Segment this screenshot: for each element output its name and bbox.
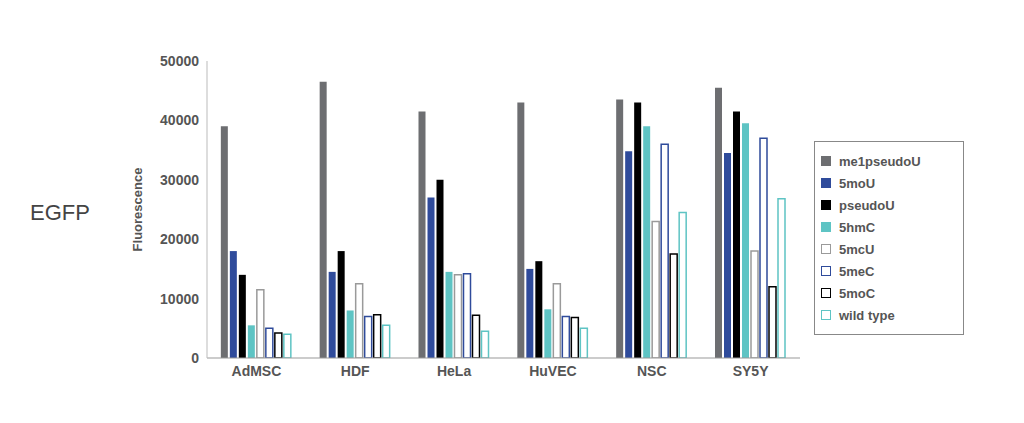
- html-text:pseudoU: pseudoU: [839, 197, 895, 213]
- html-text:wild type: wild type: [839, 307, 895, 323]
- html-text:EGFP: EGFP: [30, 200, 90, 225]
- svg-text:20000: 20000: [160, 231, 199, 247]
- svg-text:0: 0: [191, 350, 199, 366]
- html-text:5mcU: 5mcU: [839, 241, 875, 257]
- svg-text:Fluorescence: Fluorescence: [130, 168, 145, 252]
- svg-text:HeLa: HeLa: [437, 363, 471, 379]
- svg-text:30000: 30000: [160, 172, 199, 188]
- html-text:5hmC: 5hmC: [839, 219, 876, 235]
- svg-text:HDF: HDF: [341, 363, 370, 379]
- svg-text:40000: 40000: [160, 112, 199, 128]
- svg-text:SY5Y: SY5Y: [733, 363, 769, 379]
- svg-text:HuVEC: HuVEC: [529, 363, 576, 379]
- svg-text:10000: 10000: [160, 291, 199, 307]
- html-text:me1pseudoU: me1pseudoU: [839, 153, 921, 169]
- html-text:5meC: 5meC: [839, 263, 875, 279]
- svg-text:AdMSC: AdMSC: [232, 363, 282, 379]
- svg-text:NSC: NSC: [637, 363, 667, 379]
- html-text:5moC: 5moC: [839, 285, 876, 301]
- svg-text:50000: 50000: [160, 53, 199, 69]
- html-text:5moU: 5moU: [839, 175, 876, 191]
